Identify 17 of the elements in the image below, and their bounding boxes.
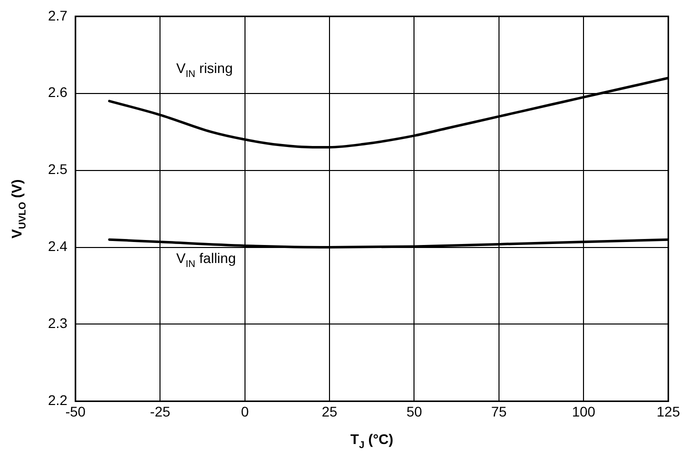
annotation: V$_{IN}$ falling (176, 250, 236, 270)
y-tick-label: 2.7 (48, 7, 68, 24)
y-tick-label: 2.5 (48, 161, 68, 178)
x-axis-title: T$_{J}$ (°C) (350, 431, 394, 451)
y-tick-label: 2.4 (48, 238, 68, 254)
x-tick-label: 0 (240, 403, 249, 420)
x-tick-label: 125 (656, 403, 680, 420)
x-tick-label: 100 (572, 403, 596, 420)
y-tick-label: 2.2 (48, 392, 68, 408)
x-tick-label: -50 (65, 403, 86, 420)
x-tick-label: 75 (491, 403, 507, 420)
x-tick-label: 25 (322, 403, 338, 420)
x-tick-label: 50 (406, 403, 422, 420)
y-tick-label: 2.3 (48, 315, 68, 332)
x-tick-label: -25 (150, 403, 170, 420)
annotation: V$_{IN}$ rising (176, 60, 233, 80)
y-tick-label: 2.6 (48, 84, 68, 100)
